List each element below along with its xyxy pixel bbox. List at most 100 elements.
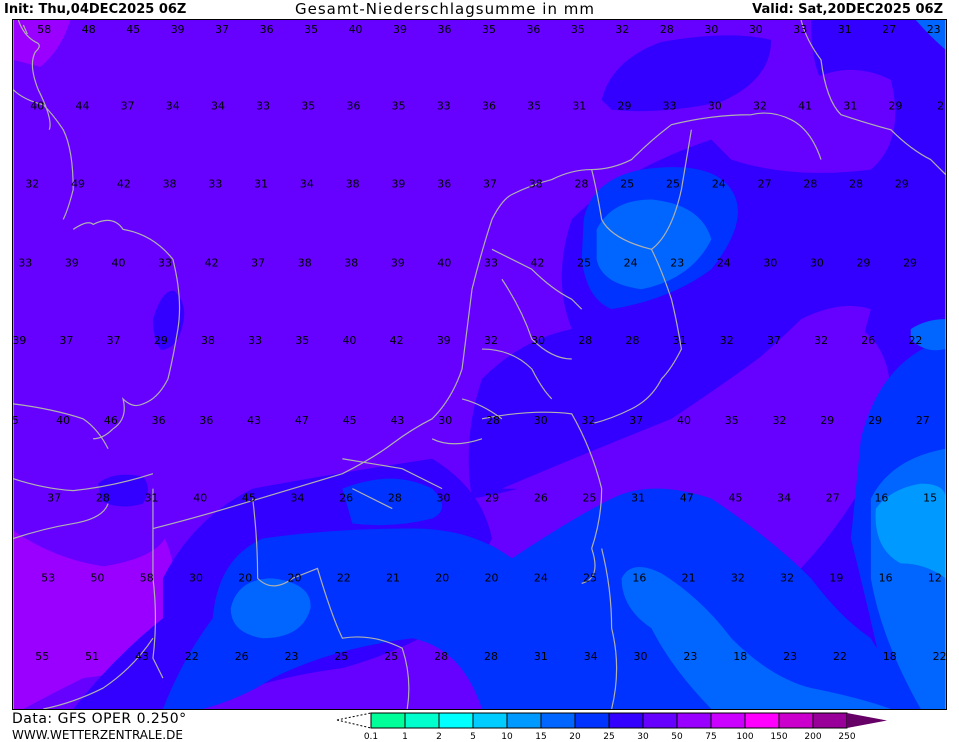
legend-lower-arrow xyxy=(336,712,372,729)
value-label: 30 xyxy=(189,571,203,584)
legend-swatch xyxy=(812,712,848,729)
value-label: 28 xyxy=(434,650,448,663)
value-label: 35 xyxy=(392,100,406,113)
value-label: 19 xyxy=(829,571,843,584)
value-label: 28 xyxy=(486,414,500,427)
value-label: 38 xyxy=(201,334,215,347)
value-label: 42 xyxy=(205,256,219,269)
coastlines xyxy=(13,20,946,709)
value-label: 15 xyxy=(923,492,937,505)
value-label: 23 xyxy=(285,650,299,663)
value-label: 2 xyxy=(937,100,944,113)
value-label: 37 xyxy=(251,256,265,269)
value-label: 28 xyxy=(484,650,498,663)
value-label: 50 xyxy=(91,571,105,584)
value-label: 37 xyxy=(107,334,121,347)
legend-swatch xyxy=(676,712,712,729)
legend-swatch xyxy=(642,712,678,729)
value-label: 21 xyxy=(682,571,696,584)
value-label: 26 xyxy=(534,492,548,505)
value-label: 36 xyxy=(526,23,540,36)
value-label: 49 xyxy=(71,178,85,191)
legend-tick-label: 150 xyxy=(770,732,787,741)
value-label: 45 xyxy=(728,492,742,505)
value-label: 22 xyxy=(337,571,351,584)
value-label: 39 xyxy=(171,23,185,36)
value-label: 38 xyxy=(298,256,312,269)
value-label: 30 xyxy=(749,23,763,36)
value-label: 43 xyxy=(135,650,149,663)
value-label: 25 xyxy=(620,178,634,191)
band-10-15-east xyxy=(875,483,946,579)
value-label: 28 xyxy=(575,178,589,191)
value-label: 35 xyxy=(571,23,585,36)
value-label: 31 xyxy=(254,178,268,191)
value-label: 38 xyxy=(344,256,358,269)
value-label: 33 xyxy=(158,256,172,269)
value-label: 46 xyxy=(104,414,118,427)
value-label: 21 xyxy=(386,571,400,584)
value-label: 31 xyxy=(145,492,159,505)
value-label: 24 xyxy=(624,256,638,269)
value-label: 42 xyxy=(390,334,404,347)
value-label: 47 xyxy=(295,414,309,427)
value-label: 24 xyxy=(712,178,726,191)
value-label: 47 xyxy=(680,492,694,505)
value-label: 25 xyxy=(583,492,597,505)
value-label: 32 xyxy=(814,334,828,347)
legend-tick-label: 50 xyxy=(671,732,683,741)
value-label: 36 xyxy=(438,23,452,36)
legend-tick-label: 25 xyxy=(603,732,614,741)
value-label: 33 xyxy=(663,100,677,113)
legend-swatch xyxy=(370,712,406,729)
value-label: 31 xyxy=(631,492,645,505)
value-label: 23 xyxy=(927,23,941,36)
value-label: 22 xyxy=(833,650,847,663)
value-label: 32 xyxy=(615,23,629,36)
band-30-50-frisia xyxy=(481,149,632,320)
value-label: 23 xyxy=(783,650,797,663)
value-label: 33 xyxy=(793,23,807,36)
legend-swatch xyxy=(540,712,576,729)
value-label: 32 xyxy=(780,571,794,584)
value-label: 34 xyxy=(291,492,305,505)
value-label: 37 xyxy=(483,178,497,191)
value-label: 40 xyxy=(343,334,357,347)
value-label: 35 xyxy=(295,334,309,347)
legend-tick-label: 20 xyxy=(569,732,581,741)
value-label: 20 xyxy=(485,571,499,584)
legend-tick-label: 250 xyxy=(838,732,855,741)
value-label: 30 xyxy=(634,650,648,663)
value-label: 30 xyxy=(708,100,722,113)
value-label: 39 xyxy=(391,178,405,191)
value-label: 24 xyxy=(534,571,548,584)
value-label: 20 xyxy=(238,571,252,584)
value-label: 45 xyxy=(126,23,140,36)
value-label: 40 xyxy=(193,492,207,505)
value-label: 29 xyxy=(868,414,882,427)
value-label: 39 xyxy=(391,256,405,269)
value-label: 32 xyxy=(484,334,498,347)
legend-swatch xyxy=(506,712,542,729)
value-label: 38 xyxy=(163,178,177,191)
value-label: 32 xyxy=(582,414,596,427)
value-label: 44 xyxy=(75,100,89,113)
value-label: 28 xyxy=(849,178,863,191)
legend-swatch xyxy=(847,713,887,728)
map-title: Gesamt-Niederschlagsumme in mm xyxy=(295,0,595,18)
value-label: 29 xyxy=(618,100,632,113)
value-label: 22 xyxy=(933,650,947,663)
value-label: 25 xyxy=(583,571,597,584)
value-label: 28 xyxy=(388,492,402,505)
legend-tick-label: 2 xyxy=(436,732,442,741)
value-label: 35 xyxy=(304,23,318,36)
value-label: 37 xyxy=(47,492,61,505)
value-label: 39 xyxy=(393,23,407,36)
value-label: 35 xyxy=(301,100,315,113)
value-label: 30 xyxy=(437,492,451,505)
value-label: 34 xyxy=(211,100,225,113)
value-label: 20 xyxy=(435,571,449,584)
value-label: 30 xyxy=(810,256,824,269)
band-15-20-belgium xyxy=(230,578,311,639)
value-label: 37 xyxy=(215,23,229,36)
